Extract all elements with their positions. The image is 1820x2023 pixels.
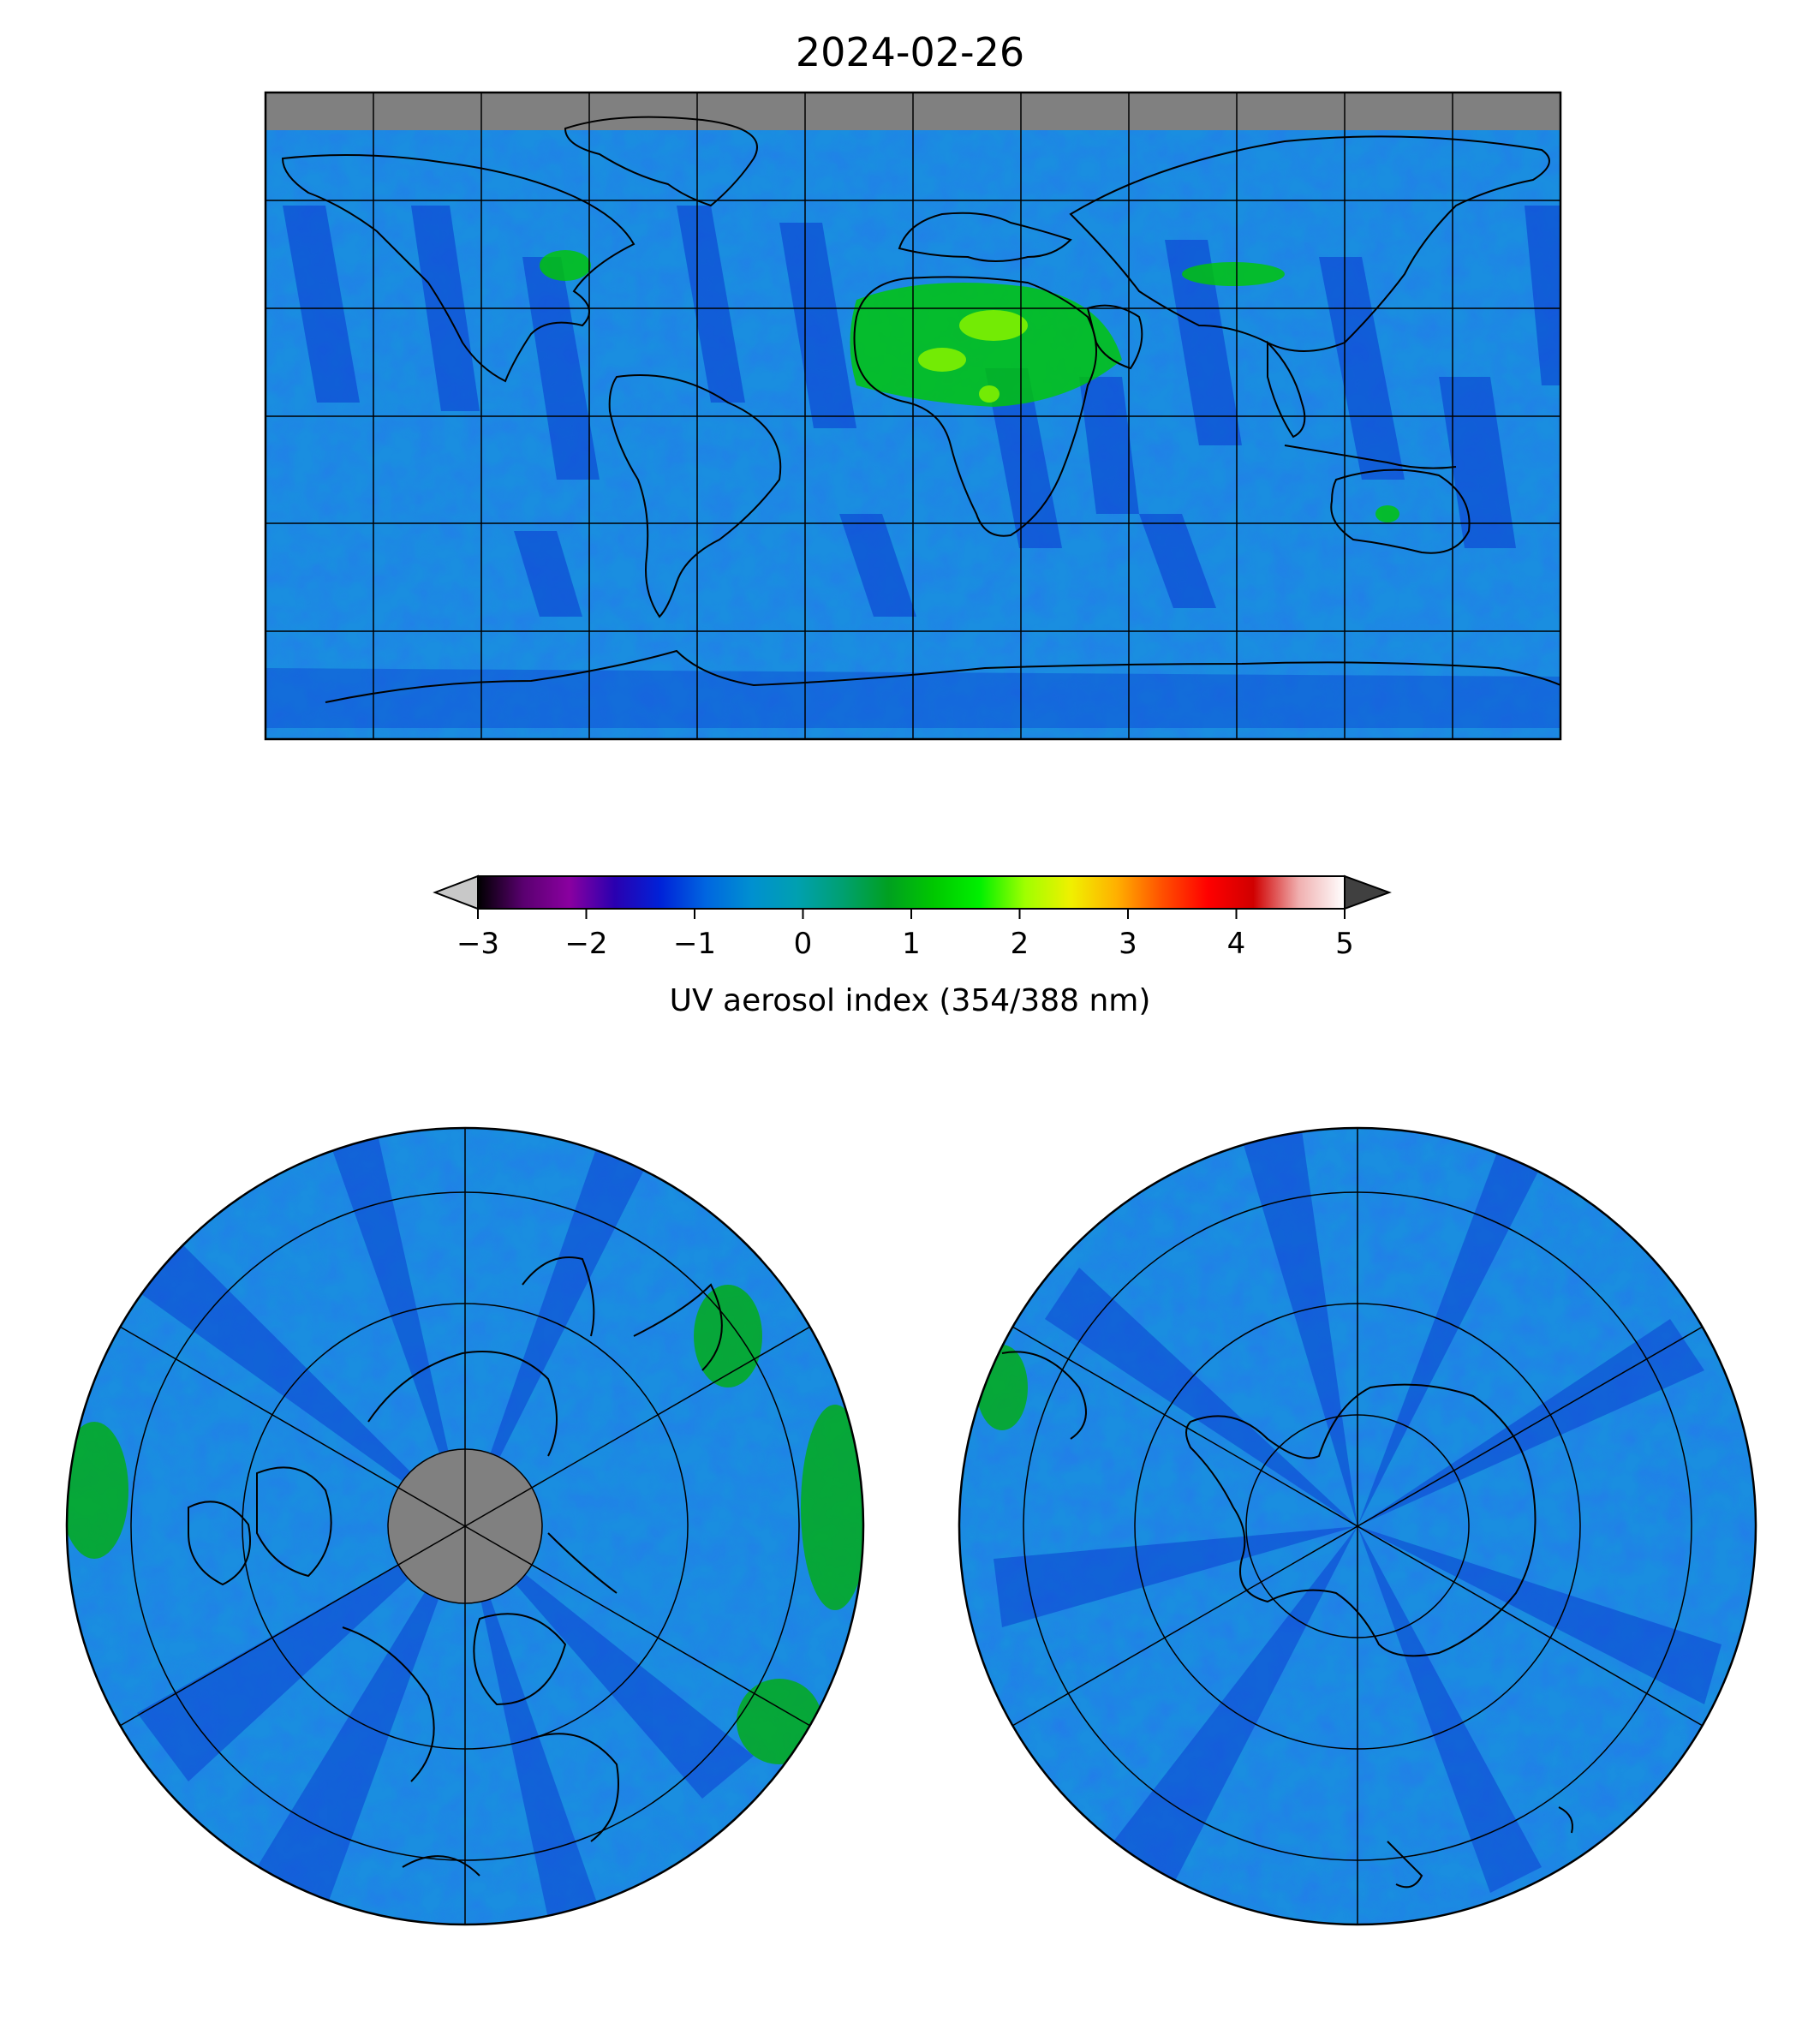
colorbar-tick-label: −2 xyxy=(564,927,607,961)
colorbar-ticks: −3 −2 −1 0 1 2 3 4 5 xyxy=(456,909,1354,961)
north-polar-coastlines xyxy=(188,1256,723,1877)
colorbar-tick-label: 3 xyxy=(1119,927,1137,961)
colorbar-tick-label: 4 xyxy=(1227,927,1246,961)
global-map-dust xyxy=(540,250,1399,522)
colorbar-body xyxy=(477,875,1346,910)
south-polar-graticule xyxy=(1011,1128,1704,1925)
colorbar-label: UV aerosol index (354/388 nm) xyxy=(669,983,1151,1018)
global-map xyxy=(264,91,1562,741)
north-polar-frame xyxy=(65,1126,865,1926)
south-polar-frame xyxy=(958,1126,1757,1926)
colorbar-tick-label: 2 xyxy=(1011,927,1029,961)
colorbar-tick-label: −1 xyxy=(673,927,716,961)
global-map-graticule xyxy=(266,92,1560,739)
north-polar-graticule xyxy=(119,1128,811,1925)
figure-title: 2024-02-26 xyxy=(795,29,1025,75)
colorbar: −3 −2 −1 0 1 2 3 4 5 xyxy=(433,874,1392,961)
colorbar-tick-label: 0 xyxy=(794,927,813,961)
south-polar-coastlines xyxy=(1001,1351,1573,1889)
colorbar-extend-under xyxy=(433,874,479,910)
south-polar-map xyxy=(958,1126,1757,1926)
south-polar-swaths xyxy=(994,1131,1722,1893)
colorbar-extend-over xyxy=(1344,874,1392,910)
north-polar-map xyxy=(65,1126,865,1926)
colorbar-tick-label: 5 xyxy=(1335,927,1354,961)
global-map-dust-strong xyxy=(918,310,1028,403)
colorbar-tick-label: 1 xyxy=(902,927,921,961)
colorbar-tick-label: −3 xyxy=(456,927,499,961)
global-map-coastlines xyxy=(281,116,1560,703)
global-map-frame xyxy=(264,91,1562,741)
